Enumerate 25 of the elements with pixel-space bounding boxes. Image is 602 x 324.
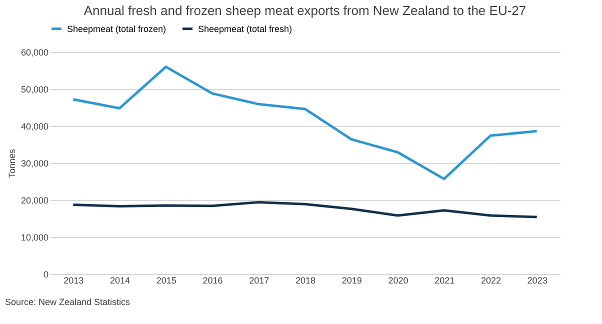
line-series bbox=[72, 200, 538, 218]
y-tick-label: 10,000 bbox=[20, 232, 48, 242]
x-tick-label: 2016 bbox=[202, 276, 223, 286]
chart-title: Annual fresh and frozen sheep meat exports from New Zealand to the EU-27 bbox=[84, 3, 526, 18]
x-tick-label: 2019 bbox=[342, 276, 362, 286]
x-tick-label: 2015 bbox=[156, 276, 176, 286]
x-tick-label: 2022 bbox=[480, 276, 501, 286]
y-tick-label: 40,000 bbox=[20, 122, 48, 132]
x-tick-label: 2017 bbox=[249, 276, 270, 286]
source-note: Source: New Zealand Statistics bbox=[5, 297, 131, 307]
y-tick-label: 0 bbox=[43, 270, 48, 280]
y-tick-label: 60,000 bbox=[20, 48, 48, 58]
x-tick-label: 2013 bbox=[64, 276, 84, 286]
x-tick-label: 2023 bbox=[527, 276, 548, 286]
line-series bbox=[72, 66, 538, 180]
y-tick-label: 20,000 bbox=[20, 196, 48, 206]
x-tick-label: 2018 bbox=[295, 276, 316, 286]
x-tick-label: 2020 bbox=[388, 276, 408, 286]
x-tick-label: 2014 bbox=[110, 276, 130, 286]
legend-label: Sheepmeat (total fresh) bbox=[198, 24, 292, 34]
y-tick-label: 50,000 bbox=[20, 84, 48, 94]
legend-label: Sheepmeat (total frozen) bbox=[67, 24, 166, 34]
y-tick-label: 30,000 bbox=[20, 158, 48, 168]
x-tick-label: 2021 bbox=[434, 276, 455, 286]
y-axis-title: Tonnes bbox=[6, 148, 17, 178]
